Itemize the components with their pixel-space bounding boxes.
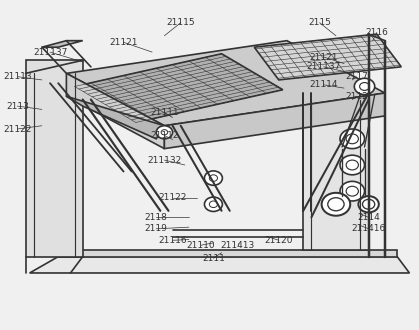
Circle shape — [354, 78, 375, 95]
Circle shape — [156, 126, 173, 139]
Text: 211416: 211416 — [352, 224, 386, 233]
Text: 2113: 2113 — [6, 102, 29, 111]
Text: 21113: 21113 — [3, 72, 32, 81]
Polygon shape — [42, 41, 83, 47]
Text: 211137: 211137 — [33, 48, 67, 57]
Polygon shape — [303, 93, 369, 250]
Circle shape — [161, 130, 168, 135]
Circle shape — [346, 160, 358, 170]
Text: 21116: 21116 — [158, 236, 187, 245]
Polygon shape — [26, 60, 83, 257]
Text: 2116: 2116 — [365, 28, 388, 37]
Circle shape — [210, 201, 217, 208]
Polygon shape — [75, 54, 283, 122]
Text: 21121: 21121 — [109, 38, 138, 47]
Circle shape — [210, 175, 217, 182]
Text: 2117: 2117 — [345, 72, 368, 81]
Polygon shape — [66, 96, 164, 139]
Text: 21110: 21110 — [187, 241, 215, 250]
Text: 2111: 2111 — [202, 254, 225, 263]
Text: 2114: 2114 — [357, 213, 380, 222]
Circle shape — [358, 196, 379, 213]
Circle shape — [340, 129, 365, 148]
Text: 211413: 211413 — [221, 241, 255, 250]
Text: 21114: 21114 — [309, 80, 338, 89]
Text: 2118: 2118 — [145, 213, 168, 222]
Circle shape — [340, 155, 365, 175]
Polygon shape — [164, 93, 385, 148]
Polygon shape — [30, 257, 409, 273]
Circle shape — [204, 197, 222, 212]
Text: 2115: 2115 — [308, 18, 331, 27]
Polygon shape — [58, 250, 397, 257]
Text: 2119: 2119 — [145, 224, 168, 233]
Circle shape — [204, 171, 222, 185]
Text: 21112: 21112 — [150, 131, 178, 140]
Text: 21122: 21122 — [158, 193, 187, 202]
Text: 21120: 21120 — [264, 236, 293, 245]
Polygon shape — [66, 41, 385, 126]
Circle shape — [362, 199, 375, 209]
Polygon shape — [66, 73, 164, 148]
Circle shape — [328, 198, 344, 211]
Text: 211137: 211137 — [306, 62, 341, 71]
Circle shape — [346, 134, 358, 144]
Circle shape — [322, 193, 350, 216]
Text: 21121: 21121 — [309, 52, 338, 61]
Text: 21111: 21111 — [150, 108, 179, 117]
Circle shape — [340, 182, 365, 201]
Text: 21115: 21115 — [166, 18, 195, 27]
Text: 2112: 2112 — [345, 92, 368, 101]
Circle shape — [346, 186, 358, 196]
Polygon shape — [254, 34, 401, 80]
Text: 21122: 21122 — [3, 124, 31, 134]
Text: 211132: 211132 — [147, 155, 181, 165]
Circle shape — [360, 82, 370, 90]
